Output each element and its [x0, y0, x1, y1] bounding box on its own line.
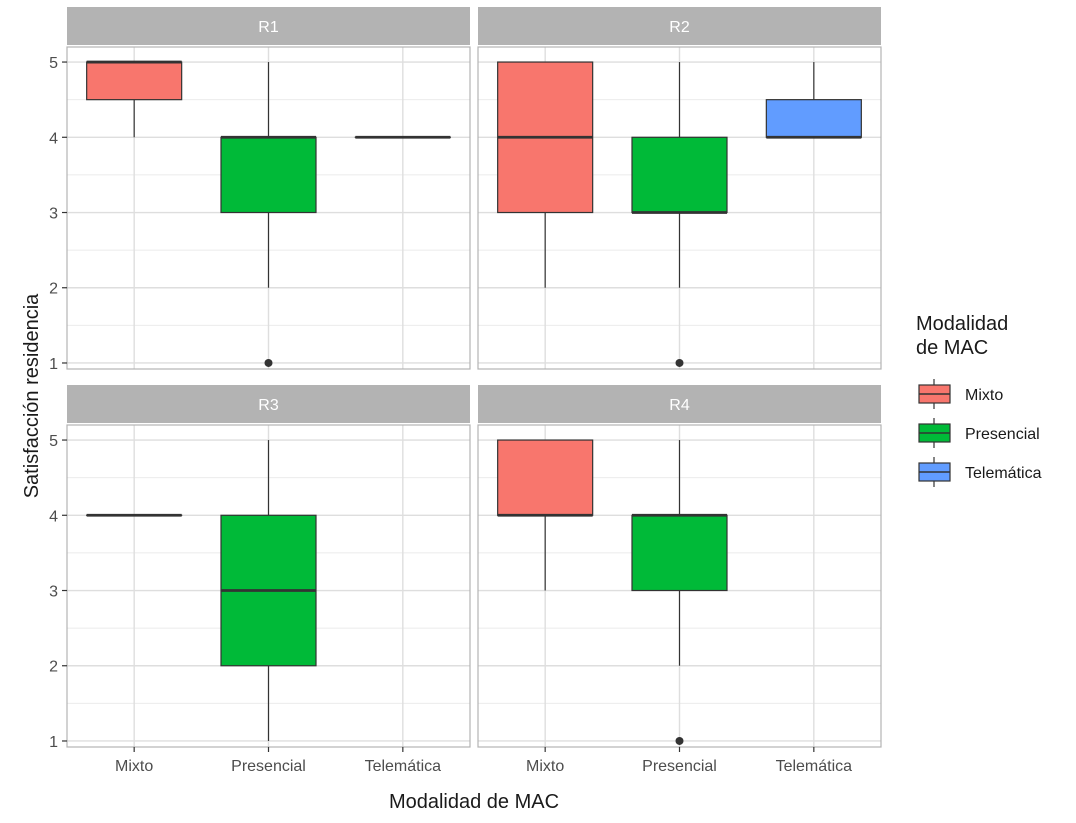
- box-body: [631, 514, 728, 592]
- x-tick-label: Presencial: [642, 758, 717, 775]
- y-tick-label: 3: [49, 206, 58, 223]
- outlier-point: [675, 358, 684, 367]
- x-axis-title: Modalidad de MAC: [389, 791, 559, 813]
- y-tick-label: 1: [49, 356, 58, 373]
- legend-key-presencial: [918, 418, 951, 448]
- box-body: [765, 99, 862, 138]
- box-telemática: [765, 62, 862, 139]
- box-presencial: [220, 62, 317, 367]
- facet-strip: [478, 7, 881, 45]
- box-presencial: [631, 440, 728, 745]
- y-axis-title: Satisfacción residencia: [21, 293, 43, 498]
- facet-panel-r1: R1 1 2 3 4 5: [49, 7, 471, 373]
- box-body: [631, 136, 728, 214]
- box-body: [497, 439, 594, 516]
- box-body: [220, 136, 317, 214]
- x-tick-label: Telemática: [365, 758, 442, 775]
- legend-label: Presencial: [965, 426, 1040, 443]
- legend-label: Mixto: [965, 387, 1003, 404]
- y-tick-label: 2: [49, 281, 58, 298]
- panel-border: [477, 46, 882, 370]
- legend-title: Modalidad: [916, 313, 1008, 335]
- facet-strip-label: R2: [669, 19, 690, 36]
- facet-strip-label: R4: [669, 397, 690, 414]
- legend-key-telemática: [918, 457, 951, 487]
- y-tick-label: 5: [49, 55, 58, 72]
- y-tick-label: 2: [49, 659, 58, 676]
- box-mixto: [497, 61, 594, 288]
- x-tick-label: Mixto: [115, 758, 153, 775]
- box-body: [86, 61, 183, 101]
- legend-label: Telemática: [965, 465, 1042, 482]
- y-tick-label: 4: [49, 508, 58, 525]
- x-tick-label: Mixto: [526, 758, 564, 775]
- y-tick-label: 5: [49, 433, 58, 450]
- facet-strip: [67, 7, 470, 45]
- legend-key-mixto: [918, 379, 951, 409]
- facet-panel-r4: R4 Mixto Presencial Telemática: [477, 385, 882, 775]
- facet-panel-r3: R3 1 2 3 4 5 Mixto Presencial Telemática: [49, 385, 471, 775]
- box-mixto: [86, 60, 183, 138]
- y-tick-label: 4: [49, 130, 58, 147]
- x-tick-label: Telemática: [776, 758, 853, 775]
- box-mixto: [497, 439, 594, 591]
- facet-panel-r2: R2: [477, 7, 882, 370]
- outlier-point: [264, 358, 273, 367]
- y-tick-label: 3: [49, 584, 58, 601]
- legend-title: de MAC: [916, 337, 988, 359]
- x-tick-label: Presencial: [231, 758, 306, 775]
- box-presencial: [631, 62, 728, 367]
- outlier-point: [675, 736, 684, 745]
- y-tick-label: 1: [49, 734, 58, 751]
- facet-strip-label: R3: [258, 397, 279, 414]
- panel-border: [66, 46, 471, 370]
- facet-strip: [67, 385, 470, 423]
- facet-strip: [478, 385, 881, 423]
- box-presencial: [220, 440, 317, 741]
- facet-strip-label: R1: [258, 19, 279, 36]
